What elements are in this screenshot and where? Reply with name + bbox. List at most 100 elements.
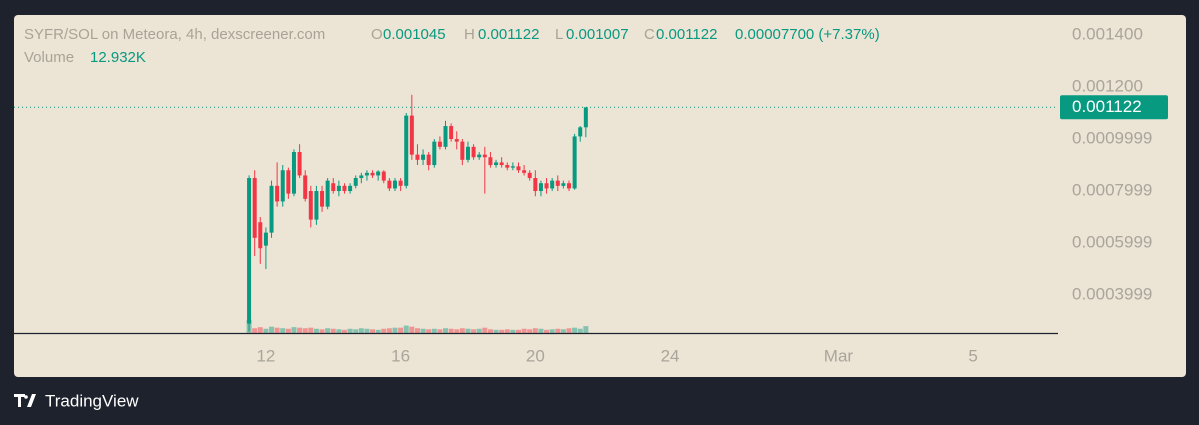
candle-body [488, 157, 493, 166]
volume-bar [583, 326, 589, 333]
volume-bar [291, 327, 297, 333]
volume-bar [504, 329, 510, 333]
volume-bar [263, 328, 269, 333]
volume-bar [398, 327, 404, 333]
volume-bar [375, 329, 381, 333]
candle-body [522, 170, 527, 173]
candle-body [578, 127, 583, 137]
volume-bar [313, 328, 319, 333]
candle-body [471, 146, 476, 158]
volume-bar [257, 327, 263, 333]
candle-body [314, 191, 319, 220]
tradingview-logo [14, 394, 36, 407]
volume-bar [538, 328, 544, 333]
volume-bar [308, 327, 314, 333]
volume-bar [285, 328, 291, 333]
brand-name: TradingView [45, 391, 139, 410]
candle-body [303, 175, 308, 199]
candle-body [320, 191, 325, 207]
volume-bar [459, 328, 465, 333]
y-tick-label: 0.0007999 [1072, 181, 1152, 200]
candle-body [280, 170, 285, 202]
volume-bar [431, 328, 437, 333]
candle-body [263, 232, 268, 246]
candle-body [331, 183, 336, 192]
candle-body [460, 141, 465, 160]
candle-body [432, 141, 437, 166]
candle-body [533, 178, 538, 192]
x-tick-label: Mar [824, 346, 854, 365]
y-tick-label: 0.0003999 [1072, 285, 1152, 304]
volume-bar [527, 329, 533, 333]
volume-bar [437, 329, 443, 333]
candle-body [353, 178, 358, 186]
volume-bar [325, 328, 331, 333]
volume-bar [280, 328, 286, 333]
volume-bar [252, 328, 258, 333]
volume-bar [499, 329, 505, 333]
candle-body [286, 170, 291, 194]
candle-body [348, 185, 353, 192]
candle-body [381, 171, 386, 181]
volume-bar [330, 328, 336, 333]
candle-body [297, 152, 302, 176]
volume-bar [555, 328, 561, 333]
candle-body [454, 139, 459, 142]
candle-body [555, 180, 560, 186]
volume-bar [386, 328, 392, 333]
volume-bar [358, 328, 364, 333]
last-price-box [1060, 95, 1168, 120]
candle-body [392, 180, 397, 189]
candle-body [437, 141, 442, 147]
candle-body [359, 175, 364, 179]
candle-body [494, 162, 499, 166]
candle-body [550, 180, 555, 189]
y-tick-label: 0.001400 [1072, 25, 1143, 44]
volume-bar [493, 329, 499, 333]
chart-background [14, 15, 1186, 377]
candle-body [465, 146, 470, 160]
volume-bar [336, 329, 342, 333]
volume-bar [560, 329, 566, 333]
candle-body [398, 180, 403, 186]
candle-body [516, 166, 521, 171]
x-tick-label: 16 [391, 346, 410, 365]
x-tick-label: 5 [968, 346, 977, 365]
volume-bar [577, 328, 583, 333]
volume-bar [420, 328, 426, 333]
candle-body [527, 172, 532, 179]
volume-bar [319, 329, 325, 333]
candle-body [404, 115, 409, 186]
y-tick-label: 0.0009999 [1072, 129, 1152, 148]
volume-bar [347, 328, 353, 333]
change-label: 0.00007700 (+7.37%) [735, 26, 880, 43]
x-tick-label: 12 [256, 346, 275, 365]
ohlc-label: O [371, 26, 383, 43]
volume-bar [364, 328, 370, 333]
candle-body [258, 222, 263, 249]
volume-bar [476, 328, 482, 333]
candle-body [342, 185, 347, 192]
candle-body [415, 154, 420, 160]
candle-body [336, 185, 341, 192]
candle-body [583, 107, 588, 128]
ohlc-label: L [555, 26, 563, 43]
x-tick-label: 24 [661, 346, 680, 365]
x-tick-label: 20 [526, 346, 545, 365]
volume-bar [297, 327, 303, 333]
volume-bar [471, 329, 477, 333]
candle-body [561, 183, 566, 186]
volume-title: Volume [24, 49, 74, 66]
volume-bar [572, 327, 578, 333]
volume-label: 12.932K [90, 49, 146, 66]
candle-body [443, 126, 448, 147]
candle-body [505, 165, 510, 168]
ohlc-value: 0.001045 [383, 26, 446, 43]
volume-bar [392, 327, 398, 333]
candle-body [572, 136, 577, 189]
candle-body [387, 180, 392, 189]
candle-body [409, 115, 414, 155]
volume-bar [532, 328, 538, 333]
